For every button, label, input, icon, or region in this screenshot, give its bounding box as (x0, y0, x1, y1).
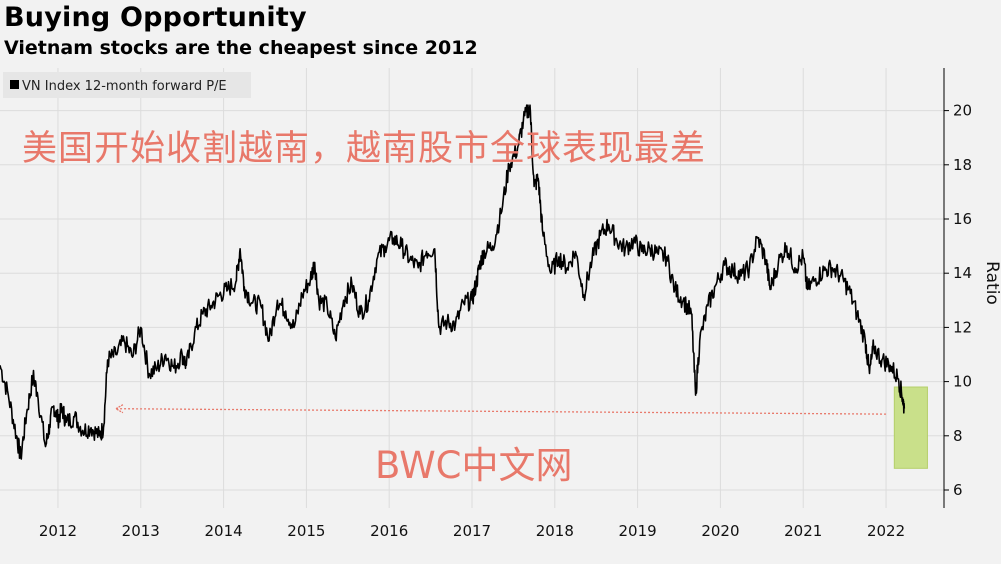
x-tick-label: 2016 (370, 522, 408, 540)
x-tick-label: 2013 (122, 522, 160, 540)
series-line (0, 104, 906, 460)
arrow-layer (114, 404, 887, 415)
x-axis: 2012 2013 2014 2015 2016 2017 2018 2019 2020 2021… (39, 522, 905, 540)
y-tick-label: 6 (953, 481, 963, 499)
y-axis: 6 8 10 12 14 16 18 20 (943, 68, 972, 508)
overlay-watermark: BWC中文网 (375, 444, 572, 487)
y-tick-label: 16 (953, 210, 972, 228)
x-tick-label: 2019 (619, 522, 657, 540)
x-tick-label: 2018 (536, 522, 574, 540)
gridlines (0, 68, 944, 508)
highlight-box-layer (893, 386, 928, 469)
series-layer (0, 104, 906, 460)
legend: VN Index 12-month forward P/E (3, 72, 251, 98)
legend-swatch (10, 80, 19, 89)
overlay-headline: 美国开始收割越南，越南股市全球表现最差 (22, 129, 706, 169)
arrow-head (114, 404, 124, 414)
x-tick-label: 2022 (867, 522, 905, 540)
x-tick-label: 2021 (784, 522, 822, 540)
y-tick-label: 18 (953, 156, 972, 174)
x-tick-label: 2017 (453, 522, 491, 540)
y-tick-label: 8 (953, 427, 963, 445)
x-tick-label: 2012 (39, 522, 77, 540)
y-axis-label: Ratio (982, 261, 1001, 305)
y-tick-label: 10 (953, 373, 972, 391)
chart-title: Buying Opportunity (4, 2, 307, 33)
x-tick-label: 2020 (701, 522, 739, 540)
legend-box (3, 72, 251, 98)
y-tick-label: 20 (953, 102, 972, 120)
y-tick-label: 14 (953, 264, 972, 282)
highlight-box (893, 386, 928, 469)
x-tick-label: 2015 (287, 522, 325, 540)
chart-subtitle: Vietnam stocks are the cheapest since 20… (4, 37, 478, 59)
x-tick-label: 2014 (204, 522, 242, 540)
legend-label: VN Index 12-month forward P/E (22, 79, 227, 94)
y-tick-label: 12 (953, 318, 972, 336)
dashed-arrow (115, 408, 887, 415)
